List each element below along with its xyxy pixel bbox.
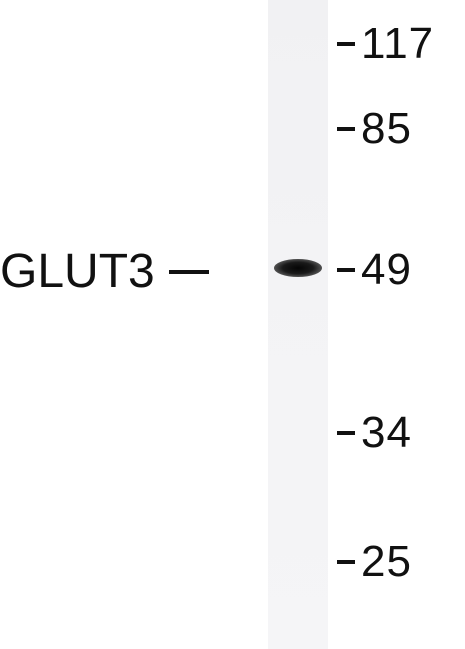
marker-tick [337,42,355,46]
marker-tick [337,268,355,272]
marker-tick [337,127,355,131]
marker-label: 49 [361,245,412,294]
marker-117: 117 [337,22,434,66]
protein-label: GLUT3 [0,248,209,296]
marker-tick [337,431,355,435]
marker-label: 117 [361,19,435,68]
protein-band [274,259,322,277]
marker-tick [337,560,355,564]
protein-name: GLUT3 [0,245,155,298]
marker-label: 34 [361,408,412,457]
marker-49: 49 [337,248,412,292]
marker-label: 85 [361,104,412,153]
blot-lane [268,0,328,649]
marker-label: 25 [361,537,412,586]
marker-85: 85 [337,107,412,151]
marker-25: 25 [337,540,412,584]
marker-34: 34 [337,411,412,455]
protein-pointer-dash [168,270,209,274]
